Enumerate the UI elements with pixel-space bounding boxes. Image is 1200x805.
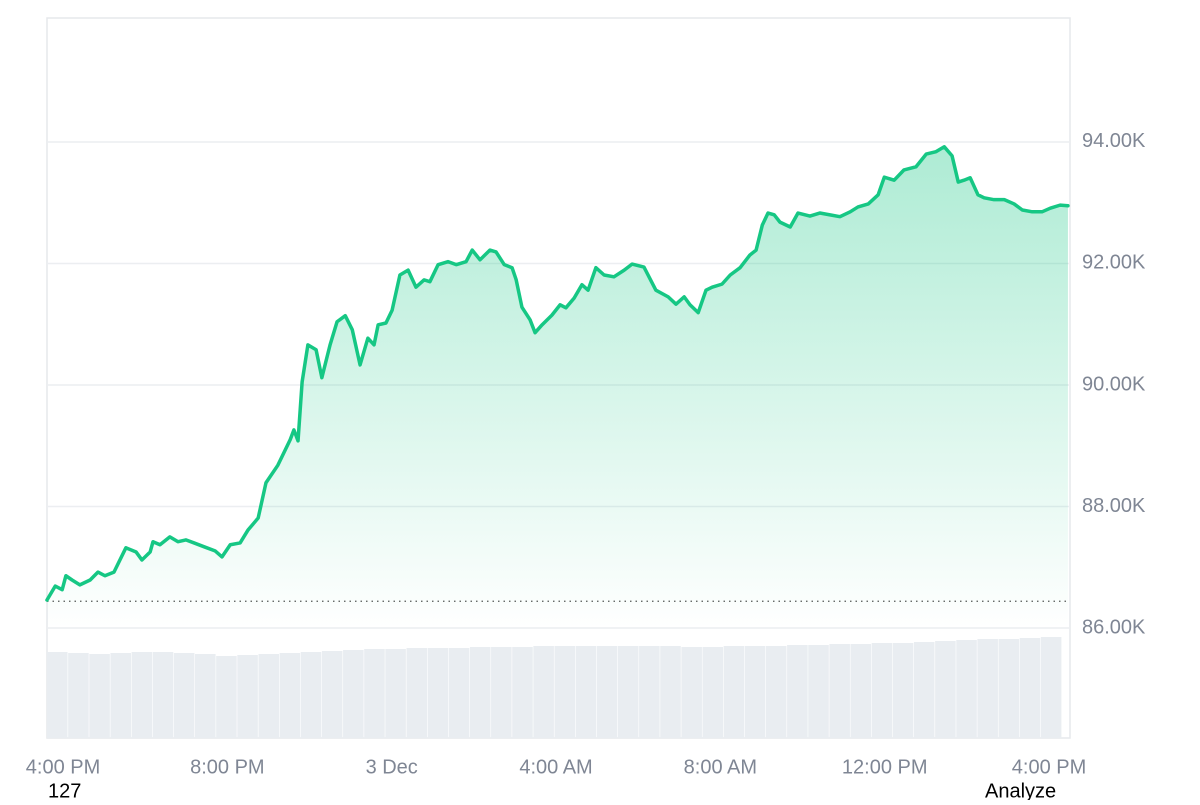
- x-tick-label: 4:00 PM: [26, 756, 100, 778]
- x-tick-label: 4:00 AM: [519, 756, 592, 778]
- volume-bar: [385, 649, 406, 738]
- volume-bar: [956, 640, 977, 738]
- volume-bar: [258, 654, 280, 738]
- text-layer: 86.00K 88.00K 90.00K 92.00K 94.00K 4:00 PM 8:0…: [26, 130, 1146, 778]
- volume-bar: [871, 643, 893, 738]
- y-tick-label: 90.00K: [1082, 373, 1146, 395]
- footer-right: Analyze: [985, 780, 1056, 800]
- volume-bar: [850, 644, 872, 738]
- price-line: [45, 145, 1070, 602]
- volume-bar: [808, 645, 829, 738]
- volume-bar: [660, 646, 681, 738]
- x-tick-label: 4:00 PM: [1012, 756, 1086, 778]
- x-tick-label: 3 Dec: [366, 756, 418, 778]
- y-tick-label: 86.00K: [1082, 616, 1146, 638]
- volume-bar: [448, 648, 470, 738]
- volume-bar: [343, 650, 364, 738]
- volume-bar: [554, 646, 576, 738]
- volume-bar: [152, 652, 174, 738]
- volume-bar: [596, 646, 618, 738]
- volume-bar: [47, 652, 68, 738]
- x-tick-label: 8:00 PM: [190, 756, 264, 778]
- volume-bar: [787, 645, 808, 738]
- volume-bar: [1040, 637, 1062, 738]
- volume-bar: [279, 653, 301, 738]
- volume-bar: [491, 647, 512, 738]
- volume-bar: [913, 642, 935, 738]
- y-tick-label: 94.00K: [1082, 130, 1146, 152]
- volume-bar: [617, 646, 639, 738]
- x-tick-label: 12:00 PM: [842, 756, 928, 778]
- volume-bar: [110, 653, 131, 738]
- volume-bar: [998, 639, 1020, 738]
- volume-bar: [829, 644, 850, 738]
- volume-bar: [977, 639, 998, 738]
- price-area: [47, 146, 1068, 629]
- volume-bar: [575, 646, 597, 738]
- volume-bar: [68, 653, 89, 738]
- volume-bar: [321, 651, 343, 738]
- volume-bar: [935, 641, 956, 738]
- footer-left: 127: [48, 780, 81, 800]
- volume-bar: [300, 652, 322, 738]
- volume-bar: [406, 648, 428, 738]
- volume-bar: [237, 655, 258, 738]
- volume-bar: [1019, 638, 1041, 738]
- volume-bar: [216, 656, 237, 738]
- volume-bar: [364, 649, 385, 738]
- volume-bar: [89, 654, 110, 738]
- y-tick-label: 88.00K: [1082, 495, 1146, 517]
- volume-bar: [173, 653, 195, 738]
- volume-bar: [681, 647, 702, 738]
- volume-bar: [195, 654, 216, 738]
- volume-bar: [469, 647, 491, 738]
- volume-bar: [639, 646, 660, 738]
- volume-bar: [723, 646, 745, 738]
- area-layer: [47, 146, 1068, 629]
- volume-bar: [765, 646, 787, 738]
- volume-bar: [702, 647, 724, 738]
- x-tick-label: 8:00 AM: [684, 756, 757, 778]
- line-layer: [45, 145, 1070, 602]
- volume-bar: [744, 646, 766, 738]
- y-tick-label: 92.00K: [1082, 252, 1146, 274]
- volume-bar: [131, 652, 153, 738]
- volume-bar: [533, 646, 554, 738]
- volume-bar: [427, 648, 449, 738]
- volume-layer: [47, 637, 1062, 738]
- volume-bar: [512, 647, 533, 738]
- volume-bar: [892, 643, 914, 738]
